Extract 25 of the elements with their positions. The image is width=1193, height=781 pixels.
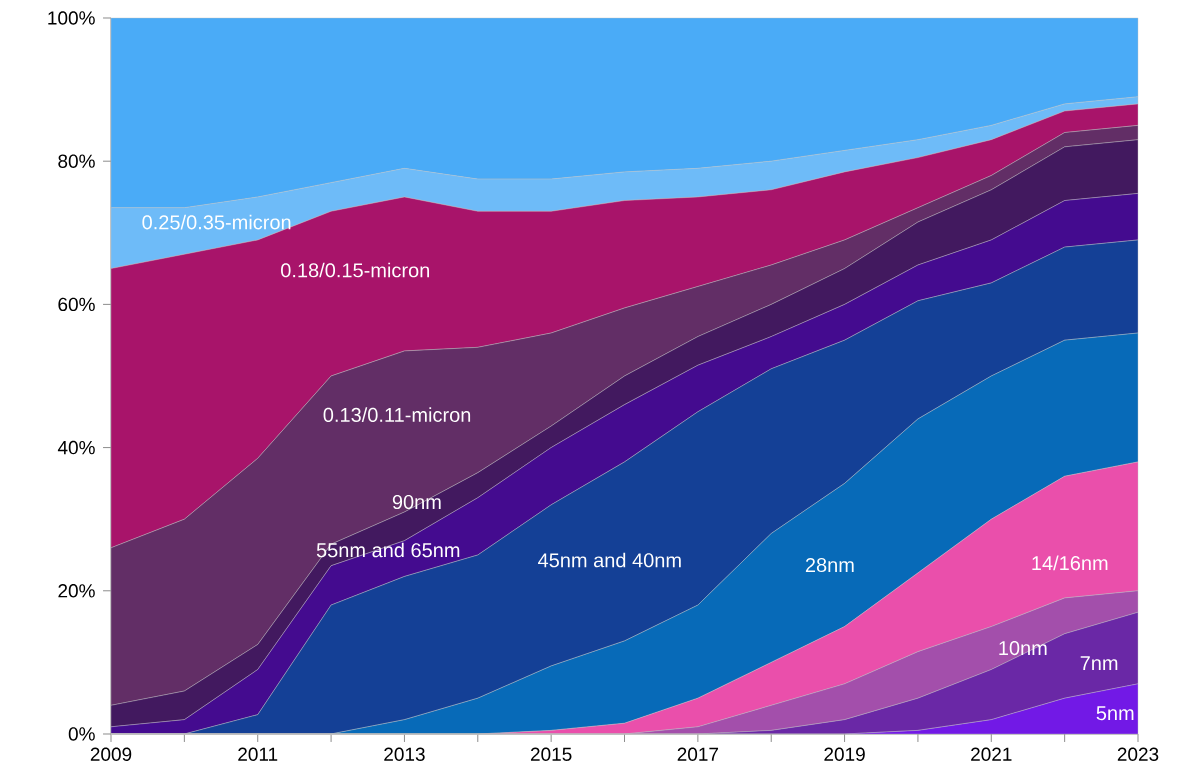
series-label: 10nm (999, 640, 1047, 656)
series-label: 28nm (805, 557, 854, 573)
x-tick-label: 2021 (971, 747, 1012, 761)
y-tick-label: 100% (48, 11, 95, 25)
x-tick-label: 2009 (90, 747, 132, 761)
series-label: 14/16nm (1032, 555, 1108, 571)
series-label: 5nm (1096, 706, 1134, 721)
series-label: 0.25/0.35-micron (142, 214, 291, 230)
series-label: 0.18/0.15-micron (281, 262, 430, 278)
x-tick-label: 2023 (1117, 747, 1159, 761)
y-tick-label: 40% (57, 440, 95, 455)
series-label: 7nm (1080, 656, 1118, 670)
x-tick-label: 2015 (530, 747, 572, 761)
x-tick-label: 2019 (824, 747, 865, 761)
x-tick-label: 2013 (384, 747, 425, 761)
series-label: 90nm (392, 494, 441, 510)
x-tick-label: 2011 (238, 747, 278, 761)
y-tick-label: 60% (58, 297, 95, 312)
y-tick-label: 80% (58, 154, 95, 168)
y-tick-label: 20% (58, 584, 95, 598)
y-tick-label: 0% (68, 727, 95, 741)
series-label: 0.13/0.11-micron (323, 407, 471, 422)
x-tick-label: 2017 (677, 747, 719, 761)
series-label: 45nm and 40nm (538, 552, 681, 568)
series-label: 55nm and 65nm (316, 542, 460, 558)
